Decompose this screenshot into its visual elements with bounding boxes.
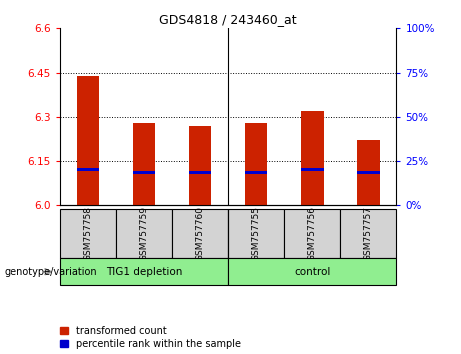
- Bar: [133, 171, 155, 175]
- Bar: [228, 209, 284, 258]
- Title: GDS4818 / 243460_at: GDS4818 / 243460_at: [160, 13, 297, 26]
- Bar: [340, 209, 396, 258]
- Bar: [77, 75, 99, 205]
- Bar: [357, 141, 379, 205]
- Bar: [245, 171, 267, 175]
- Bar: [189, 171, 211, 175]
- Bar: [189, 126, 211, 205]
- Text: GSM757758: GSM757758: [83, 206, 93, 261]
- Bar: [172, 209, 228, 258]
- Text: GSM757756: GSM757756: [308, 206, 317, 261]
- Bar: [77, 169, 99, 171]
- Bar: [228, 258, 396, 285]
- Bar: [116, 209, 172, 258]
- Text: control: control: [294, 267, 331, 277]
- Bar: [357, 171, 379, 175]
- Text: GSM757755: GSM757755: [252, 206, 261, 261]
- Text: TIG1 depletion: TIG1 depletion: [106, 267, 182, 277]
- Text: GSM757759: GSM757759: [140, 206, 148, 261]
- Text: genotype/variation: genotype/variation: [5, 267, 97, 277]
- Bar: [133, 123, 155, 205]
- Bar: [60, 258, 228, 285]
- Legend: transformed count, percentile rank within the sample: transformed count, percentile rank withi…: [60, 326, 241, 349]
- Bar: [60, 209, 116, 258]
- Bar: [301, 111, 324, 205]
- Bar: [284, 209, 340, 258]
- Bar: [245, 123, 267, 205]
- Text: GSM757757: GSM757757: [364, 206, 373, 261]
- Bar: [301, 169, 324, 171]
- Text: GSM757760: GSM757760: [195, 206, 205, 261]
